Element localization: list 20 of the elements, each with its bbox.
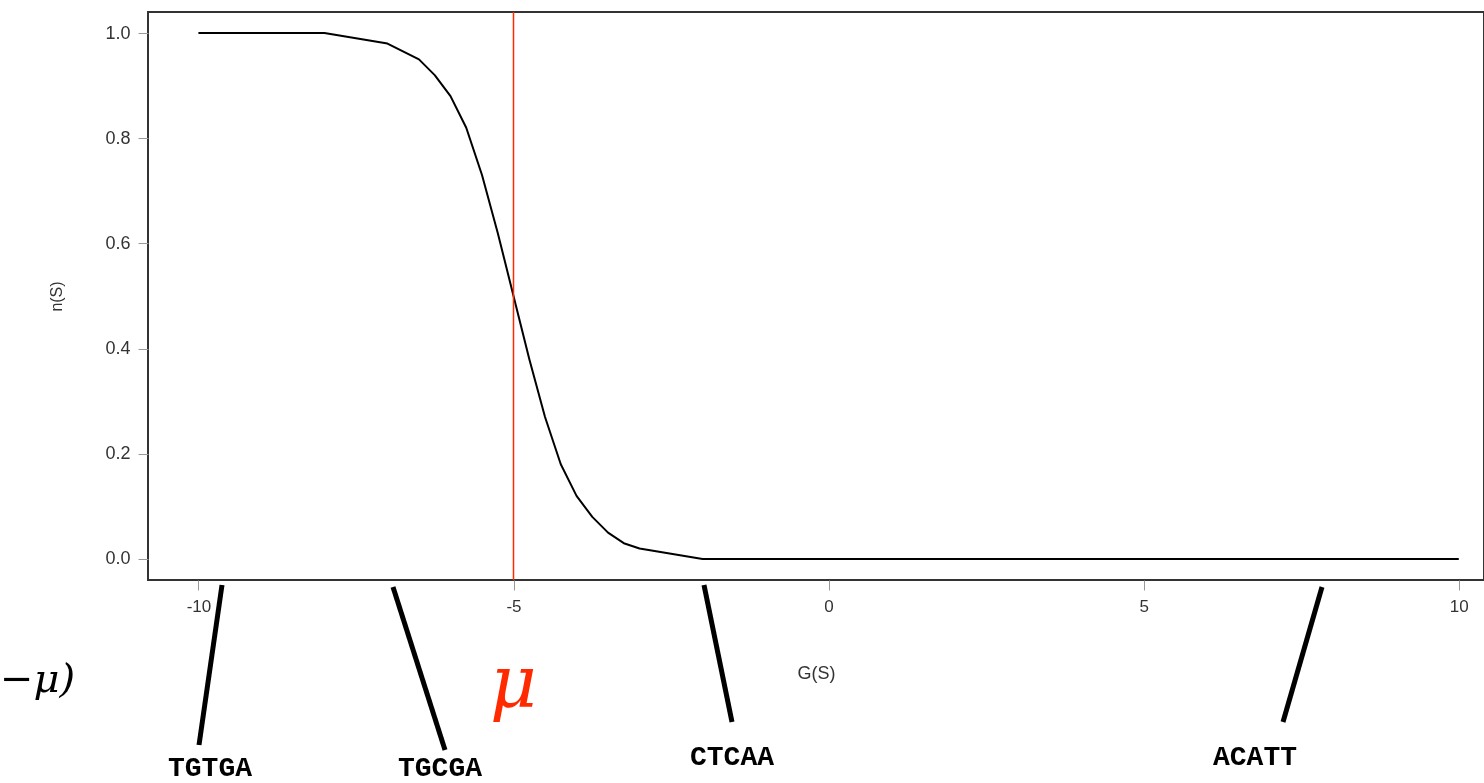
text: −μ) (0, 655, 76, 701)
y-tick-label: 1.0 (105, 22, 131, 43)
y-axis-title: n(S) (48, 281, 66, 312)
x-tick-label: -5 (506, 596, 522, 616)
y-tick-label: 0.8 (105, 127, 131, 148)
line-series (197, 32, 1460, 560)
text: CTCAA (689, 742, 775, 773)
x-axis-title: G(S) (797, 662, 836, 683)
x-tick-label: -10 (186, 596, 212, 616)
ref-line-label: μ (490, 640, 537, 724)
y-tick-label: 0.4 (105, 338, 131, 359)
y-tick-label: 0.0 (105, 548, 131, 569)
text: TGCGA (397, 753, 483, 783)
y-tick-label: 0.2 (105, 443, 131, 464)
x-tick-label: 0 (824, 596, 834, 616)
y-tick-label: 0.6 (105, 232, 131, 253)
x-tick-label: 5 (1139, 596, 1149, 616)
text: TGTGA (167, 753, 253, 783)
x-tick-label: 10 (1449, 596, 1469, 616)
text: ACATT (1212, 742, 1298, 773)
